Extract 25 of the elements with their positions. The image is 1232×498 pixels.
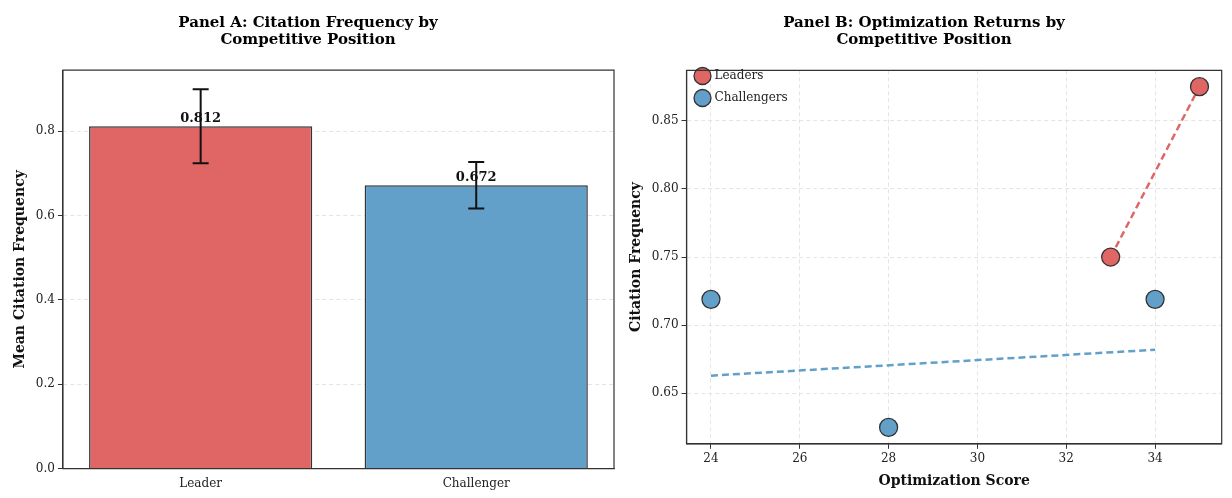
x-tick-label: 24 xyxy=(703,451,719,466)
y-tick-label: 0.70 xyxy=(651,317,679,332)
y-tick-label: 0.2 xyxy=(35,376,55,391)
y-tick-label: 0.75 xyxy=(651,249,679,264)
y-tick-label: 0.85 xyxy=(651,112,679,127)
legend-label: Challengers xyxy=(714,90,788,105)
x-axis-title: Optimization Score xyxy=(878,472,1030,489)
x-tick-label: 34 xyxy=(1147,451,1164,466)
x-tick-label: Leader xyxy=(179,475,223,490)
y-tick-label: 0.65 xyxy=(651,385,679,400)
y-tick-label: 0.80 xyxy=(651,181,679,196)
y-tick-label: 0.6 xyxy=(35,207,55,222)
x-tick-label: 26 xyxy=(792,451,808,466)
x-tick-label: 32 xyxy=(1058,451,1074,466)
y-axis-title: Citation Frequency xyxy=(627,181,644,332)
y-tick-label: 0.8 xyxy=(35,123,55,138)
x-tick-label: Challenger xyxy=(442,475,511,490)
y-axis-title: Mean Citation Frequency xyxy=(11,169,28,369)
y-tick-label: 0.0 xyxy=(35,460,55,475)
y-tick-label: 0.4 xyxy=(35,292,56,307)
chart-title: Panel B: Optimization Returns by Competitive Position xyxy=(782,12,1066,50)
chart-title: Panel A: Citation Frequency by Competitive Position xyxy=(177,12,439,50)
x-tick-label: 30 xyxy=(969,451,986,466)
legend-label: Leaders xyxy=(714,68,764,83)
x-tick-label: 28 xyxy=(880,451,897,466)
